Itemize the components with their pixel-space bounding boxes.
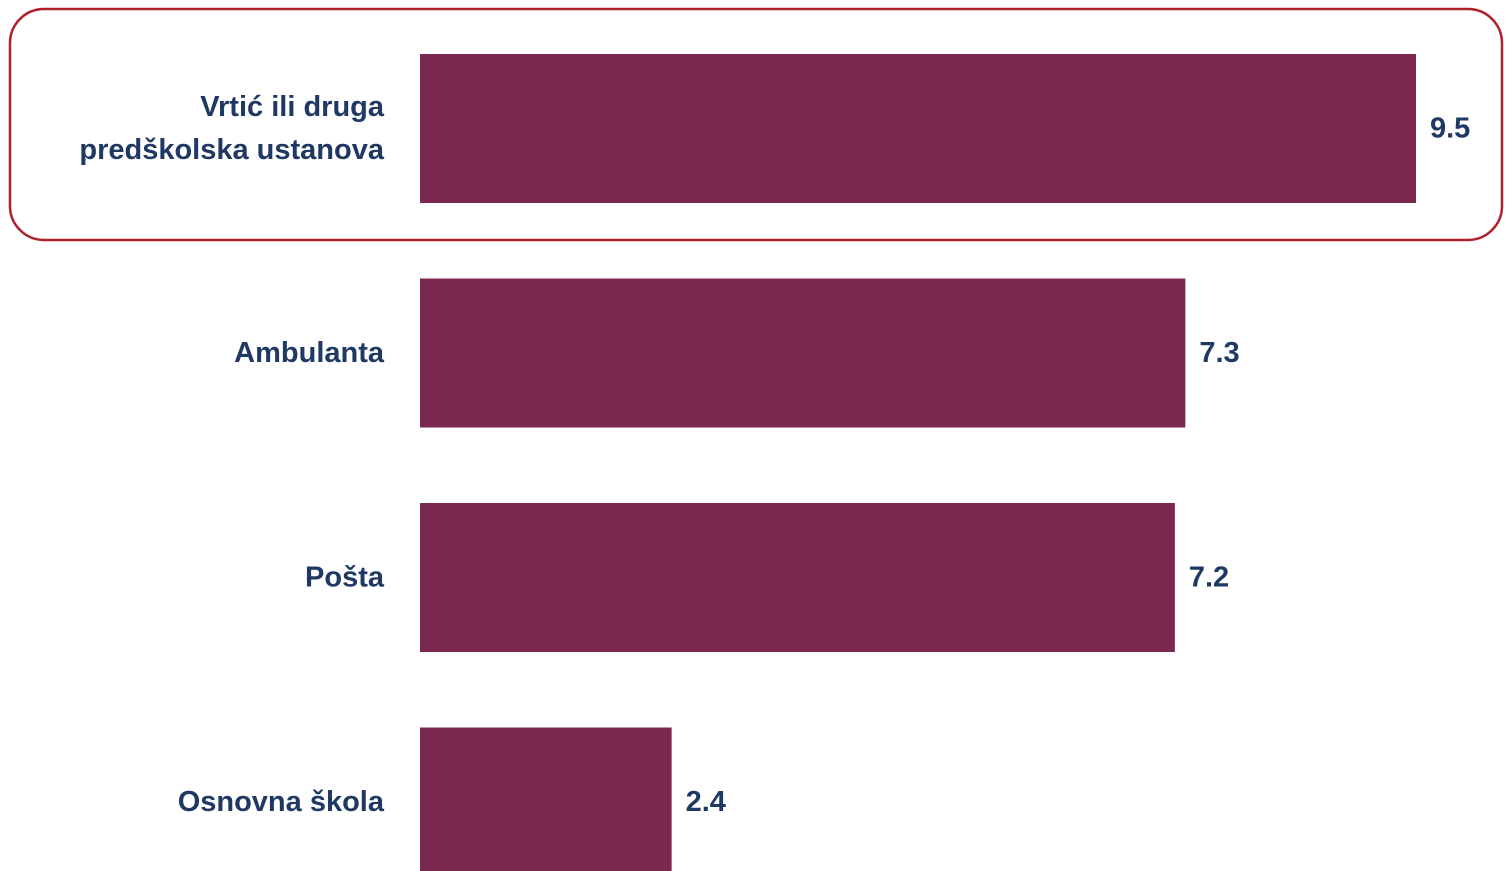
category-label-2: Pošta (305, 562, 385, 594)
category-label-0-line-1: predškolska ustanova (79, 134, 384, 166)
value-labels-group: 9.5 7.3 7.2 2.4 (686, 113, 1471, 819)
bar-2 (420, 503, 1175, 652)
bar-0 (420, 54, 1416, 203)
value-label-1: 7.3 (1199, 337, 1239, 369)
category-label-0-line-0: Vrtić ili druga (200, 91, 385, 123)
value-label-2: 7.2 (1189, 562, 1229, 594)
bars-group (420, 54, 1416, 871)
category-label-1: Ambulanta (234, 337, 385, 369)
value-label-3: 2.4 (686, 786, 726, 818)
highlight-frame (8, 7, 1504, 242)
bar-1 (420, 278, 1186, 428)
category-labels-group: Vrtić ili druga predškolska ustanova Ambul… (79, 91, 385, 818)
category-label-3: Osnovna škola (178, 786, 385, 818)
value-label-0: 9.5 (1430, 113, 1470, 145)
bar-3 (420, 727, 672, 871)
